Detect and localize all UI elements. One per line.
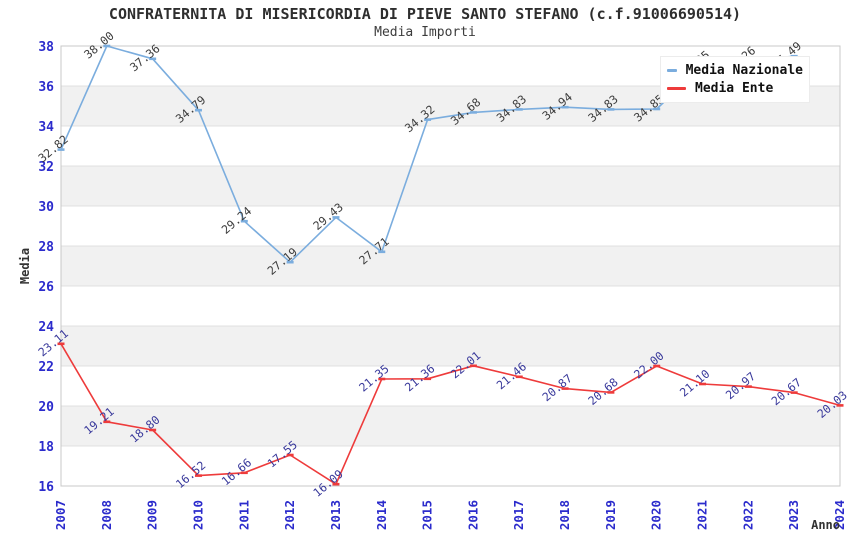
- y-axis-title: Media: [18, 248, 32, 284]
- x-tick-label: 2012: [282, 500, 297, 530]
- y-tick-label: 28: [38, 240, 54, 255]
- x-tick-label: 2019: [603, 500, 618, 530]
- data-label: 29.24: [219, 204, 255, 237]
- series-line: [60, 343, 841, 486]
- legend-item-media-ente: Media Ente: [667, 81, 803, 96]
- x-tick-label: 2009: [145, 500, 160, 530]
- data-label: 20.67: [769, 375, 805, 408]
- x-tick-label: 2021: [695, 500, 710, 530]
- data-label: 38.00: [81, 29, 117, 62]
- y-tick-label: 34: [38, 120, 54, 135]
- x-tick-label: 2022: [740, 500, 755, 530]
- data-label: 20.87: [539, 371, 575, 404]
- y-tick-label: 16: [38, 480, 54, 495]
- y-tick-label: 22: [38, 360, 54, 375]
- x-tick-label: 2023: [786, 500, 801, 530]
- x-tick-label: 2016: [465, 500, 480, 530]
- chart-title: CONFRATERNITA DI MISERICORDIA DI PIEVE S…: [108, 5, 742, 23]
- y-tick-label: 26: [38, 280, 54, 295]
- legend-item-media-nazionale: Media Nazionale: [667, 63, 803, 78]
- data-label: 21.10: [677, 367, 713, 400]
- y-tick-label: 36: [38, 80, 54, 95]
- x-tick-label: 2011: [236, 500, 251, 530]
- legend-swatch-nazionale-icon: [667, 68, 677, 72]
- plot-band: [61, 406, 840, 446]
- plot-band: [61, 246, 840, 286]
- x-tick-label: 2015: [420, 500, 435, 530]
- y-tick-label: 20: [38, 400, 54, 415]
- plot-border: [60, 45, 841, 487]
- y-tick-label: 38: [38, 40, 54, 55]
- x-tick-label: 2014: [374, 500, 389, 530]
- x-tick-label: 2013: [328, 500, 343, 530]
- x-axis-title: Anno: [811, 518, 840, 532]
- data-label: 21.35: [356, 362, 392, 395]
- x-tick-label: 2008: [99, 500, 114, 530]
- x-tick-label: 2020: [649, 500, 664, 530]
- y-tick-label: 30: [38, 200, 54, 215]
- legend: Media Nazionale Media Ente: [660, 56, 810, 103]
- legend-label-ente: Media Ente: [695, 81, 774, 97]
- x-tick-label: 2007: [53, 500, 68, 530]
- x-tick-label: 2010: [190, 500, 205, 530]
- y-tick-label: 24: [38, 320, 54, 335]
- legend-swatch-ente-icon: [667, 87, 686, 91]
- x-tick-label: 2024: [832, 500, 847, 530]
- x-tick-label: 2018: [557, 500, 572, 530]
- y-tick-label: 18: [38, 440, 54, 455]
- x-tick-label: 2017: [511, 500, 526, 530]
- plot-band: [61, 326, 840, 366]
- chart-subtitle: Media Importi: [374, 25, 476, 40]
- plot-band: [61, 166, 840, 206]
- legend-label-nazionale: Media Nazionale: [685, 62, 803, 78]
- y-tick-label: 32: [38, 160, 54, 175]
